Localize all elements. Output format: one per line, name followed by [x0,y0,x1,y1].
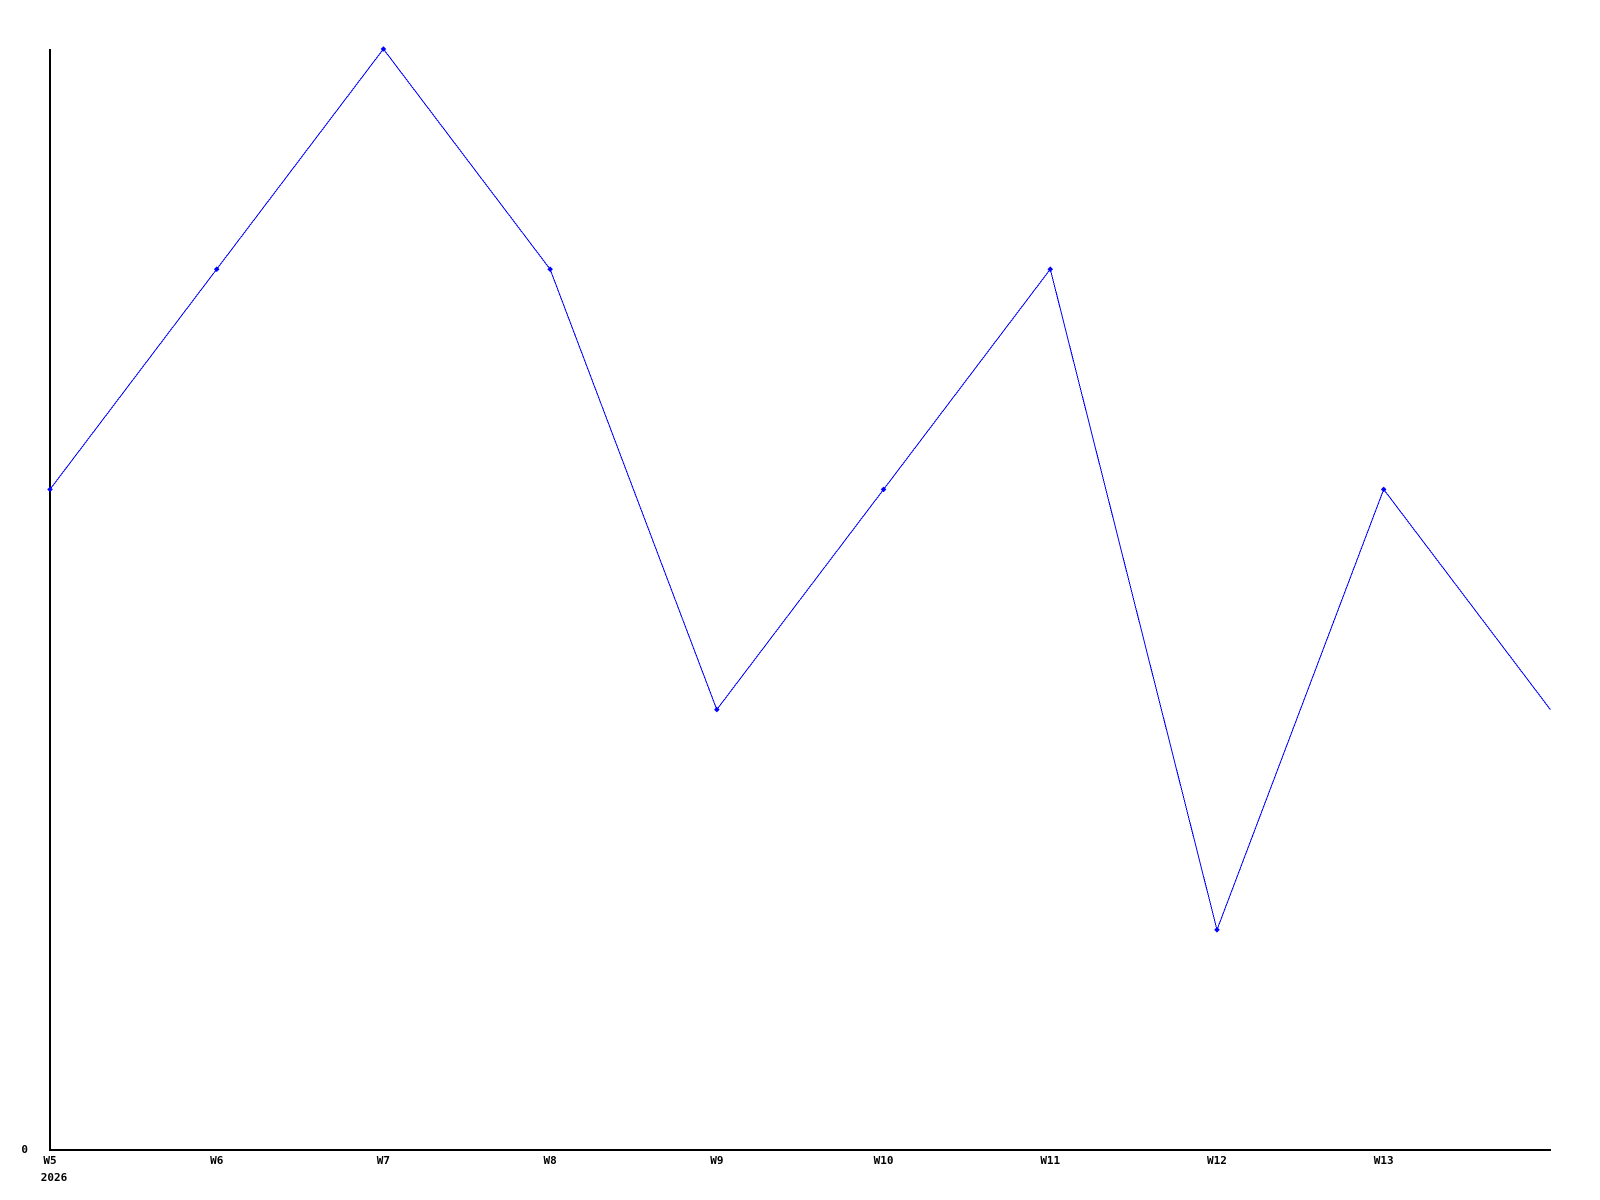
data-point-marker [547,266,553,272]
x-tick-label: W13 [1374,1154,1394,1167]
x-tick-label: W11 [1040,1154,1060,1167]
data-point-marker [1380,486,1387,493]
data-point-marker [880,486,887,493]
x-tick-label: W9 [710,1154,723,1167]
data-point-marker [380,46,387,52]
x-tick-label: W5 [43,1154,56,1167]
x-tick-label: W6 [210,1154,224,1167]
y-tick-label-zero: 0 [21,1143,28,1156]
x-tick-label: W8 [544,1154,557,1167]
x-tick-label: W10 [874,1154,894,1167]
data-point-marker [714,706,720,713]
data-point-marker [213,266,220,272]
x-tick-label: W12 [1207,1154,1227,1167]
x-axis-year-label: 2026 [41,1171,68,1184]
x-tick-label: W7 [377,1154,390,1167]
series-line [49,48,1551,932]
data-point-marker [1047,266,1054,272]
data-point-marker [1214,927,1220,933]
data-point-marker [47,486,53,493]
